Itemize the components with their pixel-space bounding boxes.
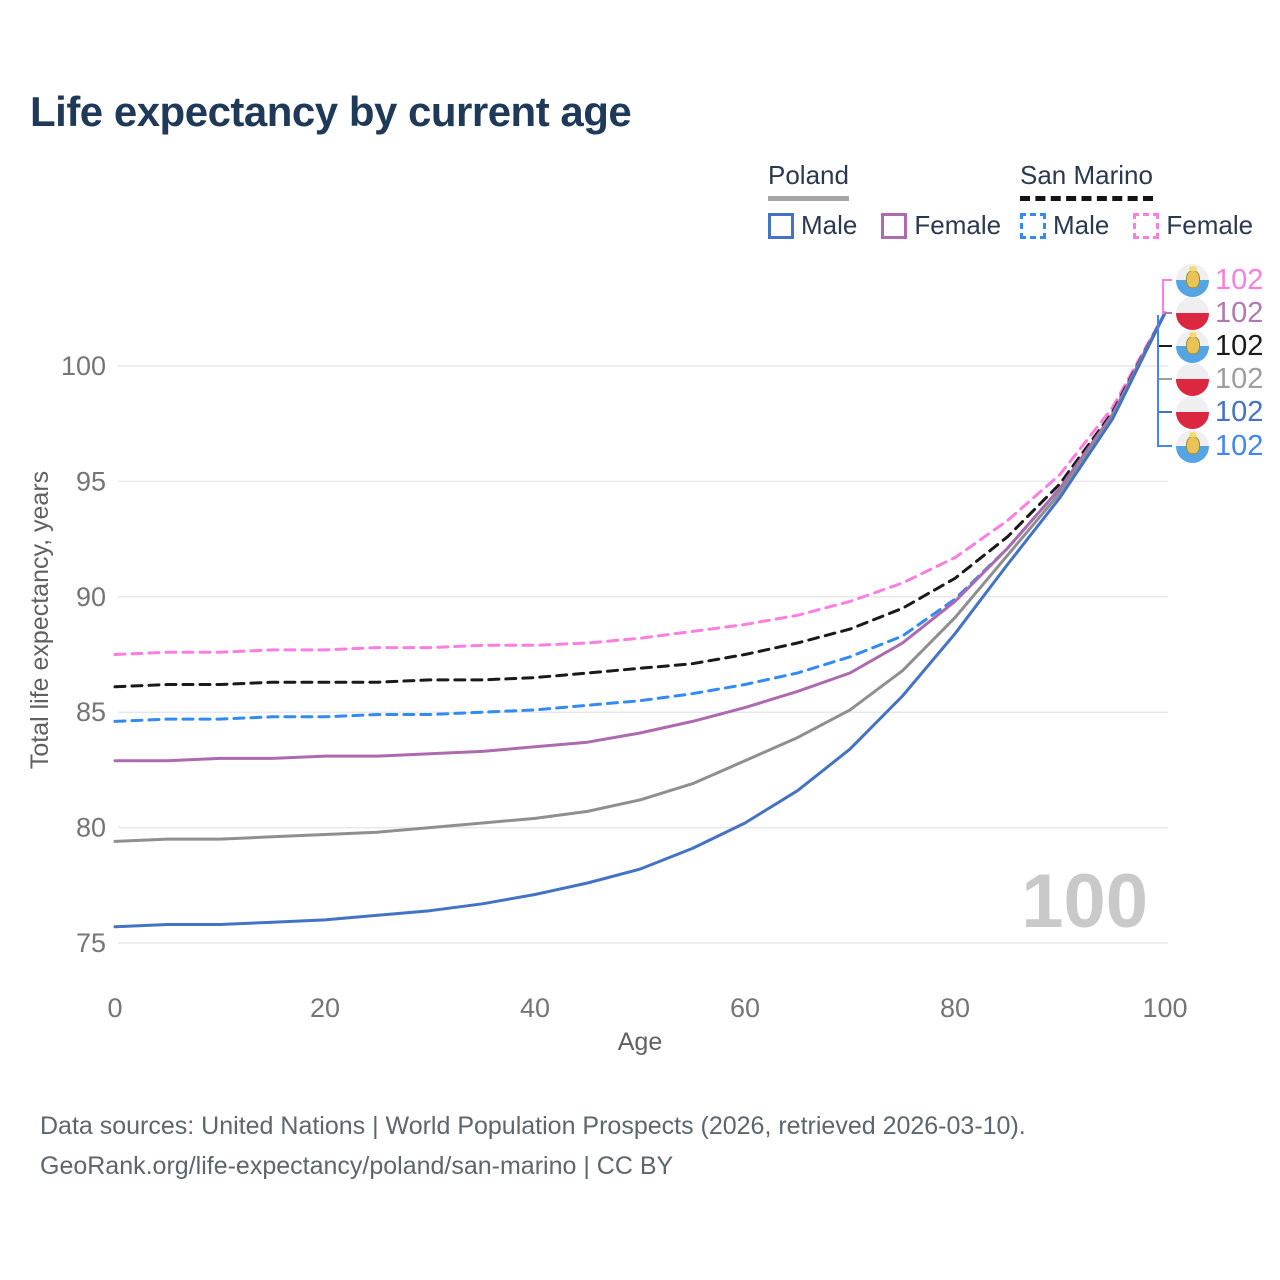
y-tick-label: 80 <box>76 813 106 843</box>
y-tick-label: 85 <box>76 697 106 727</box>
age-cursor-watermark: 100 <box>1021 859 1148 944</box>
legend-group-poland: Poland Male Female <box>768 160 1025 241</box>
san-marino-flag-icon <box>1176 263 1209 297</box>
legend-item-label: Female <box>914 210 1002 240</box>
end-label-row: 102 <box>1176 362 1263 396</box>
leader-line <box>1162 279 1172 314</box>
legend-row-poland: Male Female <box>768 210 1025 241</box>
poland-female-swatch-icon <box>881 212 908 239</box>
leader-line <box>1157 315 1172 447</box>
legend-item-san-marino-female[interactable]: Female <box>1133 210 1253 241</box>
x-tick-label: 80 <box>940 993 970 1023</box>
series-line-san-marino-male[interactable] <box>113 311 1167 723</box>
end-label-row: 102 <box>1176 296 1263 330</box>
y-axis-title: Total life expectancy, years <box>26 471 54 769</box>
end-label-value: 102 <box>1215 362 1264 395</box>
page-title: Life expectancy by current age <box>30 88 632 135</box>
san-marino-female-swatch-icon <box>1133 212 1160 239</box>
end-label-row: 102 <box>1176 329 1263 363</box>
legend-item-poland-female[interactable]: Female <box>881 210 1001 241</box>
x-tick-label: 60 <box>730 993 760 1023</box>
legend-item-label: Male <box>801 210 858 240</box>
legend-country-poland[interactable]: Poland <box>768 160 849 201</box>
legend-item-label: Male <box>1053 210 1110 240</box>
end-label-value: 102 <box>1215 429 1264 462</box>
legend-item-san-marino-male[interactable]: Male <box>1020 210 1109 241</box>
end-label-value: 102 <box>1215 296 1264 329</box>
series-line-poland-male[interactable] <box>113 311 1167 929</box>
end-label-value: 102 <box>1215 329 1264 362</box>
san-marino-flag-icon <box>1176 329 1209 363</box>
san-marino-male-swatch-icon <box>1020 212 1046 239</box>
footer: Data sources: United Nations | World Pop… <box>40 1106 1026 1186</box>
end-label-row: 102 <box>1176 395 1263 429</box>
footer-data-sources: Data sources: United Nations | World Pop… <box>40 1112 1026 1140</box>
legend-country-san-marino[interactable]: San Marino <box>1020 160 1153 201</box>
y-tick-label: 100 <box>61 351 106 381</box>
poland-flag-icon <box>1176 395 1209 429</box>
x-tick-label: 100 <box>1142 993 1187 1023</box>
end-label-row: 102 <box>1176 263 1263 297</box>
legend-group-san-marino: San Marino Male Female <box>1020 160 1277 241</box>
y-tick-label: 95 <box>76 466 106 496</box>
footer-attribution: GeoRank.org/life-expectancy/poland/san-m… <box>40 1152 674 1180</box>
end-label-row: 102 <box>1176 429 1263 463</box>
legend-item-label: Female <box>1166 210 1254 240</box>
poland-male-swatch-icon <box>768 212 794 239</box>
x-axis-title: Age <box>618 1028 662 1056</box>
series-line-san-marino-both-sexes[interactable] <box>113 311 1167 689</box>
x-tick-label: 20 <box>310 993 340 1023</box>
series-line-poland-female[interactable] <box>113 311 1167 763</box>
poland-flag-icon <box>1176 296 1209 330</box>
legend-item-poland-male[interactable]: Male <box>768 210 857 241</box>
x-tick-label: 0 <box>107 993 122 1023</box>
y-tick-label: 90 <box>76 582 106 612</box>
y-tick-label: 75 <box>76 928 106 958</box>
end-label-value: 102 <box>1215 395 1264 428</box>
san-marino-flag-icon <box>1176 429 1209 463</box>
series-line-poland-both-sexes[interactable] <box>113 311 1167 843</box>
legend-row-san-marino: Male Female <box>1020 210 1277 241</box>
x-tick-label: 40 <box>520 993 550 1023</box>
series-line-san-marino-female[interactable] <box>113 311 1167 656</box>
end-label-value: 102 <box>1215 263 1264 296</box>
poland-flag-icon <box>1176 362 1209 396</box>
